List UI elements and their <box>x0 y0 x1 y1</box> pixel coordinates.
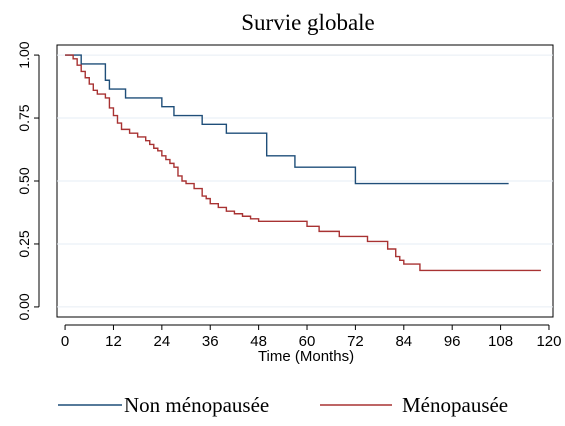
grid-lines <box>57 54 553 308</box>
x-tick-label-10: 120 <box>536 333 561 350</box>
series-line-non-menopausee <box>65 54 509 185</box>
x-tick-label-5: 60 <box>299 333 316 350</box>
x-axis-label: Time (Months) <box>258 348 354 365</box>
legend: Non ménopausée Ménopausée <box>58 393 508 417</box>
legend-label-non-menopausee: Non ménopausée <box>124 393 269 417</box>
y-tick-label-2: 0.50 <box>16 167 32 194</box>
y-tick-label-1: 0.25 <box>16 230 32 257</box>
series-lines <box>65 54 541 272</box>
y-tick-label-0: 0.00 <box>16 293 32 320</box>
chart-title: Survie globale <box>241 10 375 35</box>
x-tick-label-4: 48 <box>250 333 267 350</box>
y-tick-label-4: 1.00 <box>16 41 32 68</box>
x-tick-label-0: 0 <box>61 333 69 350</box>
x-tick-label-2: 24 <box>154 333 171 350</box>
y-tick-label-3: 0.75 <box>16 104 32 131</box>
x-tick-label-6: 72 <box>347 333 364 350</box>
axes: 0.00 0.25 0.50 0.75 1.00 0 12 24 36 48 60 72 84 96 108… <box>16 41 561 350</box>
x-tick-label-8: 96 <box>444 333 461 350</box>
title-box <box>208 0 408 44</box>
legend-label-menopausee: Ménopausée <box>402 393 508 417</box>
x-tick-label-7: 84 <box>395 333 412 350</box>
x-tick-label-3: 36 <box>202 333 219 350</box>
x-tick-label-9: 108 <box>488 333 513 350</box>
x-tick-label-1: 12 <box>105 333 122 350</box>
series-line-menopausee <box>65 54 541 272</box>
